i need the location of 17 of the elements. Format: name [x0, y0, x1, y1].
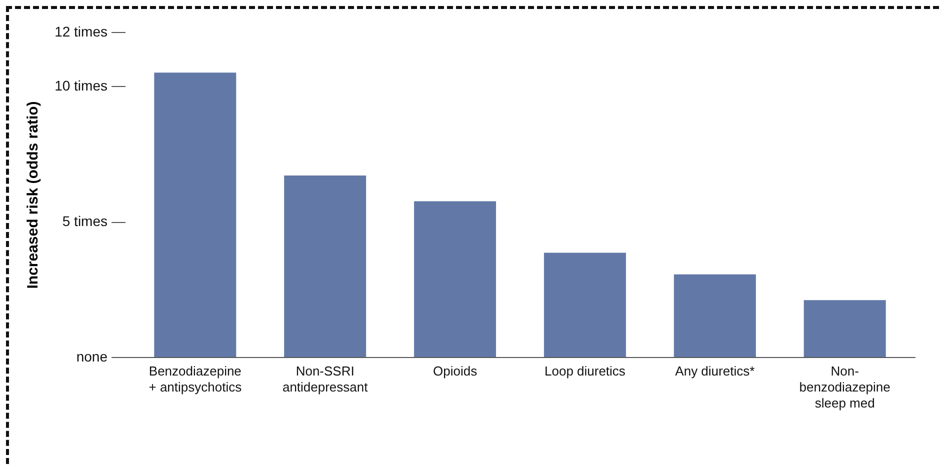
- bar: [804, 300, 886, 357]
- x-tick-label: Benzodiazepine + antipsychotics: [148, 364, 242, 394]
- bar: [284, 176, 366, 357]
- x-tick-label: Non- benzodiazepine sleep med: [799, 364, 890, 410]
- y-tick-label: 5 times: [62, 213, 108, 230]
- bar: [674, 274, 756, 357]
- x-tick-label: Any diuretics*: [675, 364, 755, 378]
- bar: [154, 72, 236, 357]
- x-tick-label: Non-SSRI antidepressant: [282, 364, 368, 394]
- bar: [544, 252, 626, 357]
- x-tick-label: Loop diuretics: [544, 364, 626, 378]
- y-tick-label: 10 times: [54, 78, 108, 94]
- bar: [414, 201, 496, 357]
- y-axis-title: Increased risk (odds ratio): [24, 101, 42, 289]
- x-tick-label: Opioids: [432, 364, 478, 378]
- y-tick-label: none: [76, 348, 108, 364]
- y-tick-label: 12 times: [54, 24, 108, 40]
